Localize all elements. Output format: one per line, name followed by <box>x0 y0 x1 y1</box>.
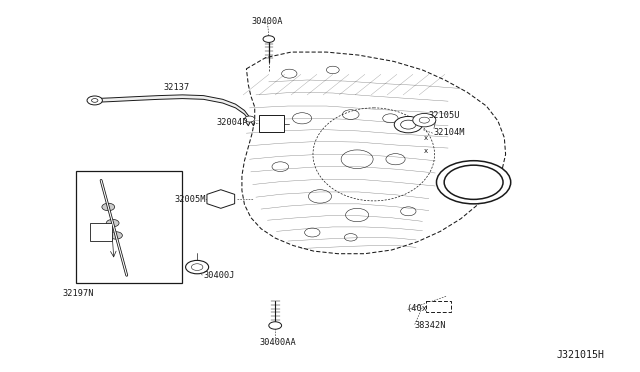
Circle shape <box>413 113 436 127</box>
Circle shape <box>244 116 255 122</box>
Circle shape <box>109 232 122 239</box>
Text: 30400J: 30400J <box>204 271 235 280</box>
Text: 32137: 32137 <box>163 83 189 92</box>
Bar <box>76 171 182 283</box>
Text: J321015H: J321015H <box>557 350 605 360</box>
Text: 32004P: 32004P <box>217 118 248 127</box>
Polygon shape <box>95 95 250 121</box>
Circle shape <box>191 264 203 270</box>
Circle shape <box>92 99 98 102</box>
Text: x: x <box>424 135 428 141</box>
Circle shape <box>419 117 429 123</box>
Bar <box>426 301 451 312</box>
Circle shape <box>102 203 115 211</box>
Circle shape <box>401 120 416 129</box>
Circle shape <box>394 116 422 133</box>
Text: 32104M: 32104M <box>434 128 465 137</box>
Text: 38342N: 38342N <box>415 321 446 330</box>
Text: 30400A: 30400A <box>252 17 284 26</box>
Bar <box>259 115 284 132</box>
Circle shape <box>106 219 119 227</box>
Text: 30400AA: 30400AA <box>259 338 296 347</box>
Text: x: x <box>424 148 428 154</box>
Text: 32197N: 32197N <box>63 289 94 298</box>
Polygon shape <box>207 190 235 208</box>
Bar <box>90 223 112 241</box>
Circle shape <box>87 96 102 105</box>
Text: 32005M: 32005M <box>175 195 206 203</box>
Circle shape <box>436 161 511 204</box>
Circle shape <box>186 260 209 274</box>
Circle shape <box>212 194 230 204</box>
Circle shape <box>269 322 282 329</box>
Text: 32105U: 32105U <box>429 111 460 120</box>
Circle shape <box>444 165 503 199</box>
Text: G: G <box>435 302 442 311</box>
Text: (40x55x9): (40x55x9) <box>406 304 454 313</box>
Circle shape <box>263 36 275 42</box>
